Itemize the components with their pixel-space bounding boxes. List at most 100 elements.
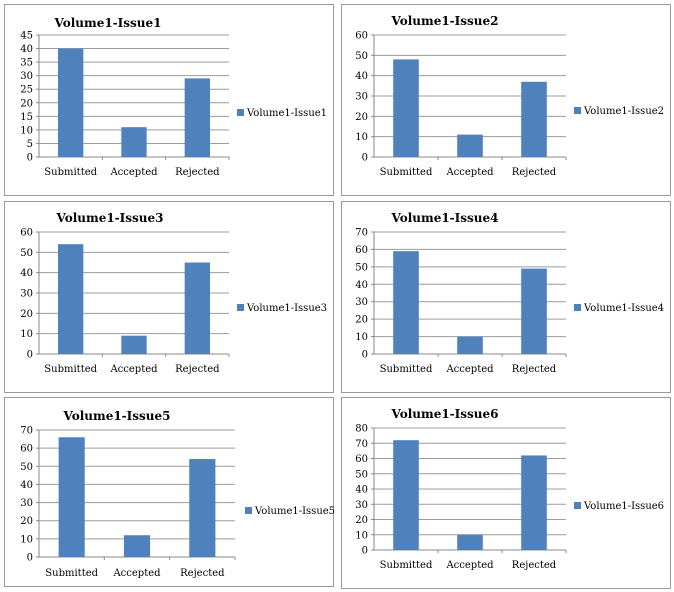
y-tick-label: 20 <box>20 516 33 527</box>
bar-submitted <box>58 48 84 157</box>
y-tick-label: 70 <box>20 426 33 437</box>
y-tick-label: 50 <box>355 469 368 480</box>
y-tick-label: 40 <box>20 480 33 491</box>
y-tick-label: 10 <box>355 132 368 143</box>
bar-rejected <box>521 81 547 157</box>
legend-swatch <box>574 107 581 114</box>
x-tick-label: Accepted <box>109 364 158 375</box>
y-tick-label: 20 <box>20 309 33 320</box>
y-tick-label: 0 <box>362 350 368 361</box>
chart-panel-1: Volume1-Issue1 0 5 10 15 20 25 30 35 40 45 Submitte… <box>4 4 334 196</box>
chart-title: Volume1-Issue6 <box>391 407 499 421</box>
y-tick-label: 50 <box>355 262 368 273</box>
y-tick-label: 50 <box>20 248 33 259</box>
bar-accepted <box>457 336 483 354</box>
x-tick-label: Rejected <box>512 560 557 571</box>
y-tick-label: 60 <box>20 228 33 239</box>
bar-accepted <box>121 335 147 354</box>
y-tick-label: 20 <box>20 98 33 109</box>
legend-label: Volume1-Issue3 <box>246 303 327 314</box>
y-tick-label: 30 <box>20 498 33 509</box>
y-tick-label: 0 <box>362 546 368 557</box>
x-tick-label: Submitted <box>45 568 98 579</box>
chart-title: Volume1-Issue2 <box>391 14 499 28</box>
y-tick-label: 40 <box>20 268 33 279</box>
y-tick-label: 60 <box>355 245 368 256</box>
y-tick-label: 30 <box>20 289 33 300</box>
y-tick-label: 10 <box>355 332 368 343</box>
legend-label: Volume1-Issue5 <box>254 506 335 517</box>
legend-swatch <box>245 507 252 514</box>
y-tick-label: 50 <box>20 462 33 473</box>
bar-submitted <box>393 440 419 550</box>
legend-label: Volume1-Issue4 <box>583 303 664 314</box>
bar-submitted <box>393 59 419 157</box>
y-tick-label: 80 <box>355 424 368 435</box>
legend-swatch <box>574 304 581 311</box>
y-tick-label: 40 <box>355 71 368 82</box>
y-tick-label: 0 <box>27 153 33 164</box>
y-tick-label: 45 <box>20 31 33 42</box>
x-tick-label: Rejected <box>175 364 220 375</box>
x-tick-label: Submitted <box>44 167 97 178</box>
x-tick-label: Accepted <box>112 568 161 579</box>
legend-label: Volume1-Issue1 <box>246 108 327 119</box>
y-tick-label: 20 <box>355 315 368 326</box>
y-tick-label: 0 <box>362 153 368 164</box>
chart-panel-5: Volume1-Issue5 0 10 20 30 40 50 60 70 Submitted Ac… <box>4 397 335 587</box>
x-tick-label: Accepted <box>445 167 494 178</box>
bar-rejected <box>189 459 216 557</box>
chart-title: Volume1-Issue3 <box>56 211 164 225</box>
legend-swatch <box>237 109 244 116</box>
chart-3: Volume1-Issue3 0 10 20 30 40 50 60 Submitted Acce… <box>20 211 327 375</box>
chart-panel-3: Volume1-Issue3 0 10 20 30 40 50 60 Submitted Acce… <box>4 201 334 393</box>
y-tick-label: 20 <box>355 515 368 526</box>
bar-submitted <box>58 244 84 354</box>
y-tick-label: 60 <box>20 444 33 455</box>
bar-accepted <box>457 534 483 550</box>
x-tick-label: Submitted <box>44 364 97 375</box>
y-tick-label: 30 <box>355 297 368 308</box>
x-tick-label: Submitted <box>380 364 433 375</box>
chart-6: Volume1-Issue6 0 10 20 30 40 50 60 70 80 Submitted… <box>355 407 664 571</box>
y-tick-label: 30 <box>355 500 368 511</box>
bar-rejected <box>521 268 547 354</box>
y-tick-label: 10 <box>20 125 33 136</box>
y-tick-label: 40 <box>20 44 33 55</box>
y-tick-label: 10 <box>355 530 368 541</box>
chart-title: Volume1-Issue4 <box>391 211 499 225</box>
y-tick-label: 5 <box>27 139 33 150</box>
legend-swatch <box>237 304 244 311</box>
x-tick-label: Rejected <box>180 568 225 579</box>
chart-4: Volume1-Issue4 0 10 20 30 40 50 60 70 Submitted Ac… <box>355 211 664 375</box>
y-tick-label: 10 <box>20 534 33 545</box>
y-tick-label: 40 <box>355 280 368 291</box>
legend-swatch <box>574 502 581 509</box>
x-tick-label: Accepted <box>445 364 494 375</box>
x-tick-label: Submitted <box>380 560 433 571</box>
chart-panel-6: Volume1-Issue6 0 10 20 30 40 50 60 70 80 Submitted… <box>341 397 671 589</box>
y-tick-label: 30 <box>355 92 368 103</box>
bar-accepted <box>123 535 151 557</box>
chart-1: Volume1-Issue1 0 5 10 15 20 25 30 35 40 45 Submitte… <box>20 16 327 178</box>
legend-label: Volume1-Issue2 <box>583 106 664 117</box>
x-tick-label: Submitted <box>380 167 433 178</box>
bar-submitted <box>393 251 419 354</box>
bar-rejected <box>184 78 210 157</box>
y-tick-label: 30 <box>20 71 33 82</box>
chart-title: Volume1-Issue1 <box>54 16 162 30</box>
bar-submitted <box>58 437 85 557</box>
y-tick-label: 15 <box>20 112 33 123</box>
bar-rejected <box>184 262 210 354</box>
chart-panel-4: Volume1-Issue4 0 10 20 30 40 50 60 70 Submitted Ac… <box>341 201 671 393</box>
x-tick-label: Rejected <box>512 167 557 178</box>
chart-2: Volume1-Issue2 0 10 20 30 40 50 60 Submitted Acce… <box>355 14 664 178</box>
bar-accepted <box>121 127 147 157</box>
y-tick-label: 10 <box>20 329 33 340</box>
x-tick-label: Accepted <box>109 167 158 178</box>
x-tick-label: Rejected <box>512 364 557 375</box>
y-tick-label: 70 <box>355 439 368 450</box>
x-tick-label: Accepted <box>445 560 494 571</box>
y-tick-label: 20 <box>355 112 368 123</box>
chart-title: Volume1-Issue5 <box>63 409 171 423</box>
